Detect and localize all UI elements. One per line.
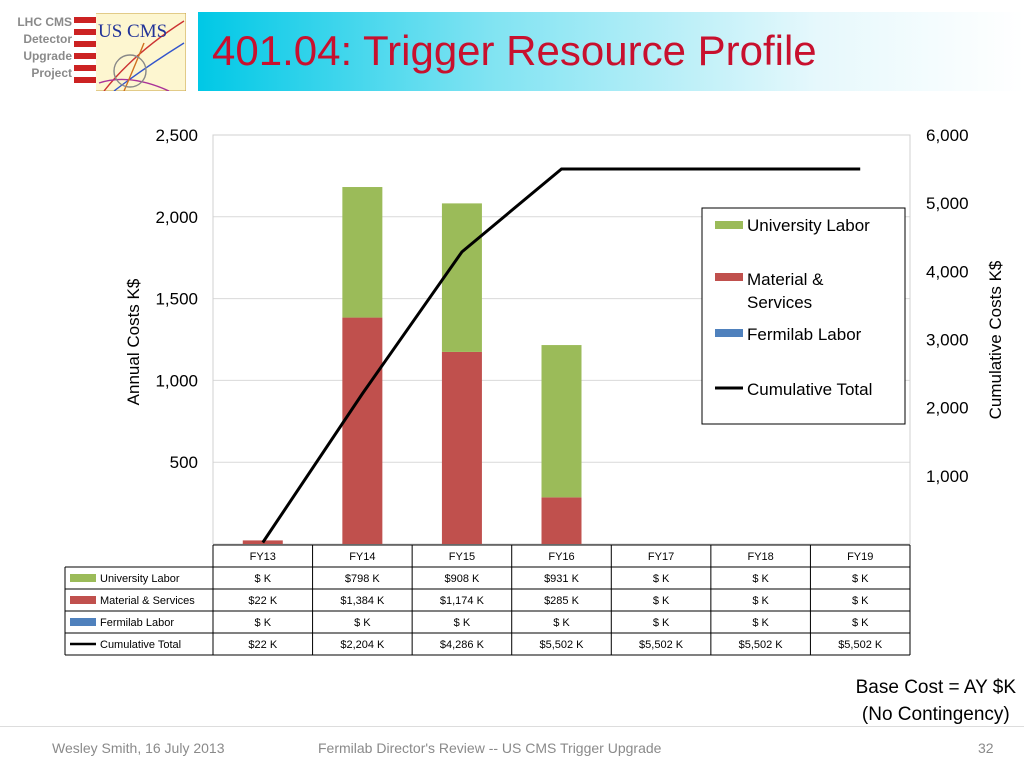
table-cell: $5,502 K [838, 639, 883, 651]
table-cell: $ K [852, 595, 869, 607]
table-cell: $ K [752, 595, 769, 607]
right-tick-label: 5,000 [926, 194, 969, 213]
base-cost-line: Base Cost = AY $K [855, 677, 1016, 698]
legend-label: Fermilab Labor [747, 325, 862, 344]
bar-material-services [441, 351, 482, 544]
project-label-line: Detector [23, 32, 72, 46]
table-header: FY15 [449, 551, 475, 563]
left-tick-label: 1,500 [155, 290, 198, 309]
legend-swatch-university-labor [715, 221, 743, 229]
table-cell: $908 K [444, 573, 480, 585]
legend-label: Services [747, 293, 812, 312]
table-row-label: Fermilab Labor [100, 617, 174, 629]
left-tick-label: 1,000 [155, 371, 198, 390]
table-cell: $ K [255, 617, 272, 629]
right-axis-title: Cumulative Costs K$ [986, 260, 1005, 419]
table-header: FY13 [250, 551, 276, 563]
page-number: 32 [978, 740, 994, 756]
slide-title: 401.04: Trigger Resource Profile [212, 27, 817, 74]
table-cell: $931 K [544, 573, 580, 585]
table-header: FY18 [747, 551, 773, 563]
table-cell: $ K [653, 573, 670, 585]
table-cell: $ K [752, 573, 769, 585]
left-tick-label: 2,000 [155, 208, 198, 227]
footer-divider [0, 726, 1024, 727]
bar-university-labor [441, 203, 482, 352]
right-tick-label: 6,000 [926, 126, 969, 145]
right-axis-ticks: 1,000 2,000 3,000 4,000 5,000 6,000 [926, 126, 969, 486]
table-cell: $1,384 K [340, 595, 385, 607]
bar-material-services [541, 497, 582, 544]
table-header: FY19 [847, 551, 873, 563]
left-axis-title: Annual Costs K$ [124, 278, 143, 405]
table-cell: $ K [454, 617, 471, 629]
table-header: FY17 [648, 551, 674, 563]
left-axis-ticks: 500 1,000 1,500 2,000 2,500 [155, 126, 198, 472]
table-cell: $ K [354, 617, 371, 629]
cumulative-line-layer [261, 167, 861, 544]
legend-swatch-material-services [715, 273, 743, 281]
table-row-label: Material & Services [100, 595, 195, 607]
us-cms-logo: US CMS [74, 13, 186, 91]
table-cell: $ K [653, 595, 670, 607]
table-cell: $4,286 K [440, 639, 485, 651]
table-key-swatch [70, 596, 96, 604]
table-cell: $798 K [345, 573, 381, 585]
project-label: LHC CMS Detector Upgrade Project [0, 14, 72, 82]
table-key-swatch [70, 574, 96, 582]
bars [242, 187, 582, 544]
table-cell: $ K [852, 573, 869, 585]
table-row-label: Cumulative Total [100, 639, 181, 651]
legend-label: University Labor [747, 216, 870, 235]
table-header: FY16 [548, 551, 574, 563]
left-tick-label: 2,500 [155, 126, 198, 145]
table-cell: $ K [553, 617, 570, 629]
contingency-line: (No Contingency) [861, 704, 1010, 725]
project-label-line: LHC CMS [17, 15, 72, 29]
cumulative-total-line [261, 167, 861, 544]
base-cost-note: Base Cost = AY $K (No Contingency) [856, 674, 1016, 728]
table-cell: $ K [255, 573, 272, 585]
chart: 500 1,000 1,500 2,000 2,500 1,000 2,000 3,000 4… [64, 126, 1005, 656]
legend-label: Cumulative Total [747, 380, 872, 399]
legend-swatch-fermilab-labor [715, 329, 743, 337]
data-table: FY13 FY14 FY15 FY16 FY17 FY18 FY19 University L… [64, 544, 911, 656]
table-cell: $2,204 K [340, 639, 385, 651]
table-cell: $22 K [248, 595, 277, 607]
logo-stripes [74, 13, 96, 91]
left-tick-label: 500 [170, 453, 198, 472]
table-cell: $5,502 K [539, 639, 584, 651]
logo-tracks [98, 20, 185, 91]
footer-event: Fermilab Director's Review -- US CMS Tri… [318, 740, 662, 756]
bar-university-labor [342, 187, 383, 318]
table-header: FY14 [349, 551, 375, 563]
table-cell: $285 K [544, 595, 580, 607]
table-row-label: University Labor [100, 573, 180, 585]
footer-author-date: Wesley Smith, 16 July 2013 [52, 740, 225, 756]
title-bar: 401.04: Trigger Resource Profile [198, 12, 1024, 91]
bar-university-labor [541, 345, 582, 498]
right-tick-label: 1,000 [926, 467, 969, 486]
table-cell: $5,502 K [639, 639, 684, 651]
table-cell: $ K [653, 617, 670, 629]
table-cell: $ K [852, 617, 869, 629]
legend-label: Material & [747, 270, 824, 289]
legend: University Labor Material & Services Fermil… [701, 207, 906, 425]
logo-text: US CMS [98, 21, 167, 42]
table-cell: $ K [752, 617, 769, 629]
right-tick-label: 3,000 [926, 331, 969, 350]
right-tick-label: 2,000 [926, 399, 969, 418]
table-cell: $22 K [248, 639, 277, 651]
right-tick-label: 4,000 [926, 262, 969, 281]
table-key-swatch [70, 618, 96, 626]
table-cell: $1,174 K [440, 595, 485, 607]
bar-material-services [342, 317, 383, 544]
project-label-line: Project [31, 66, 72, 80]
table-cell: $5,502 K [739, 639, 784, 651]
project-label-line: Upgrade [23, 49, 72, 63]
